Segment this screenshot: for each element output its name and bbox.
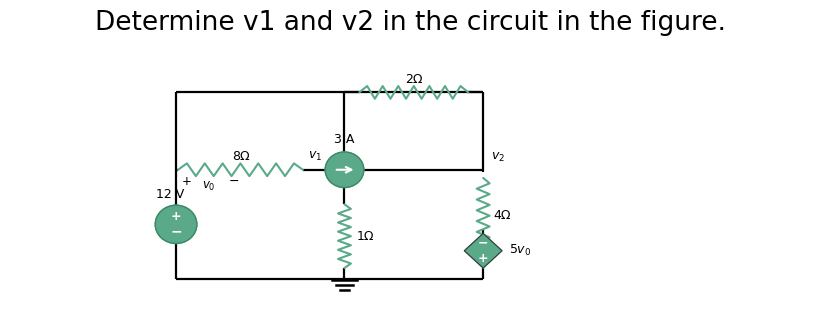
Text: +: +	[182, 175, 192, 188]
Text: 2Ω: 2Ω	[405, 73, 423, 86]
Text: 1Ω: 1Ω	[356, 230, 374, 243]
Text: −: −	[478, 237, 488, 250]
Text: Determine v1 and v2 in the circuit in the figure.: Determine v1 and v2 in the circuit in th…	[95, 10, 726, 36]
Text: +: +	[478, 251, 488, 265]
Text: +: +	[171, 210, 181, 223]
Text: 8Ω: 8Ω	[232, 150, 250, 164]
Circle shape	[325, 152, 364, 188]
Text: $5v_0$: $5v_0$	[509, 243, 531, 258]
Text: 4Ω: 4Ω	[493, 209, 511, 222]
Text: −: −	[170, 224, 182, 238]
Text: $v_1$: $v_1$	[308, 150, 322, 164]
Polygon shape	[465, 234, 502, 268]
Text: −: −	[228, 175, 239, 188]
Text: $v_2$: $v_2$	[491, 151, 505, 164]
Circle shape	[155, 205, 197, 243]
Text: $v_0$: $v_0$	[202, 180, 216, 193]
Text: 12 V: 12 V	[156, 188, 184, 201]
Text: 3 A: 3 A	[334, 133, 355, 146]
